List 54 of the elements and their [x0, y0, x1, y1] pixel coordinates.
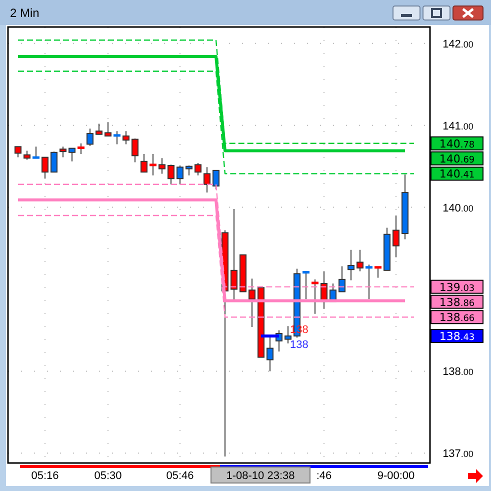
candlestick: [348, 249, 354, 281]
text: 140.69: [439, 152, 475, 166]
annotation: 138: [290, 339, 308, 351]
text: 138.86: [439, 296, 475, 309]
candlestick: [248, 278, 256, 328]
candlestick: [356, 249, 364, 272]
candlestick: [186, 165, 192, 176]
candlestick: [32, 146, 40, 159]
text: 138.66: [439, 311, 475, 324]
candlestick: [168, 164, 174, 185]
text: 138.43: [439, 330, 475, 343]
y-tick-label: 140.00: [442, 202, 474, 214]
candlestick: [230, 208, 238, 300]
candlestick: [284, 326, 292, 344]
candlestick: [114, 130, 120, 145]
candlestick: [176, 165, 184, 185]
x-tick-label: 05:16: [31, 470, 59, 482]
y-tick-label: 137.00: [442, 448, 474, 460]
candlestick: [158, 158, 166, 174]
candlestick: [204, 166, 210, 194]
candlestick: [150, 154, 156, 176]
x-tick-label: 05:30: [94, 470, 122, 482]
x-tick-label: :46: [316, 470, 332, 482]
text: 140.41: [439, 168, 475, 181]
x-tick-label: 05:46: [166, 470, 194, 482]
candlestick: [24, 150, 30, 160]
candlestick: [60, 146, 66, 158]
candlestick: [14, 146, 22, 158]
candlestick: [194, 162, 202, 176]
candlestick: [96, 123, 102, 135]
candlestick: [266, 335, 274, 372]
candlestick: [392, 214, 400, 258]
candlestick: [312, 278, 318, 314]
candlestick: [104, 122, 112, 136]
y-tick-label: 141.00: [442, 120, 474, 132]
chart-title: 2 Min: [10, 6, 40, 20]
candlestick: [50, 151, 58, 173]
candlestick: [338, 266, 346, 292]
candlestick: [42, 156, 48, 180]
x-tick-label: 9-00:00: [377, 470, 415, 482]
y-tick-label: 142.00: [442, 38, 474, 50]
candlestick: [366, 264, 372, 300]
y-tick-label: 138.00: [442, 366, 474, 378]
candlestick: [374, 266, 382, 278]
candlestick: [78, 142, 84, 155]
text: 140.78: [439, 137, 475, 150]
candlestick: [132, 138, 138, 163]
candlestick: [86, 128, 94, 146]
text: 139.03: [439, 280, 475, 294]
candlestick: [122, 130, 130, 145]
candlestick: [140, 154, 148, 173]
candlestick: [68, 148, 76, 162]
candlestick: [302, 270, 310, 300]
text: 1-08-10 23:38: [226, 470, 295, 482]
